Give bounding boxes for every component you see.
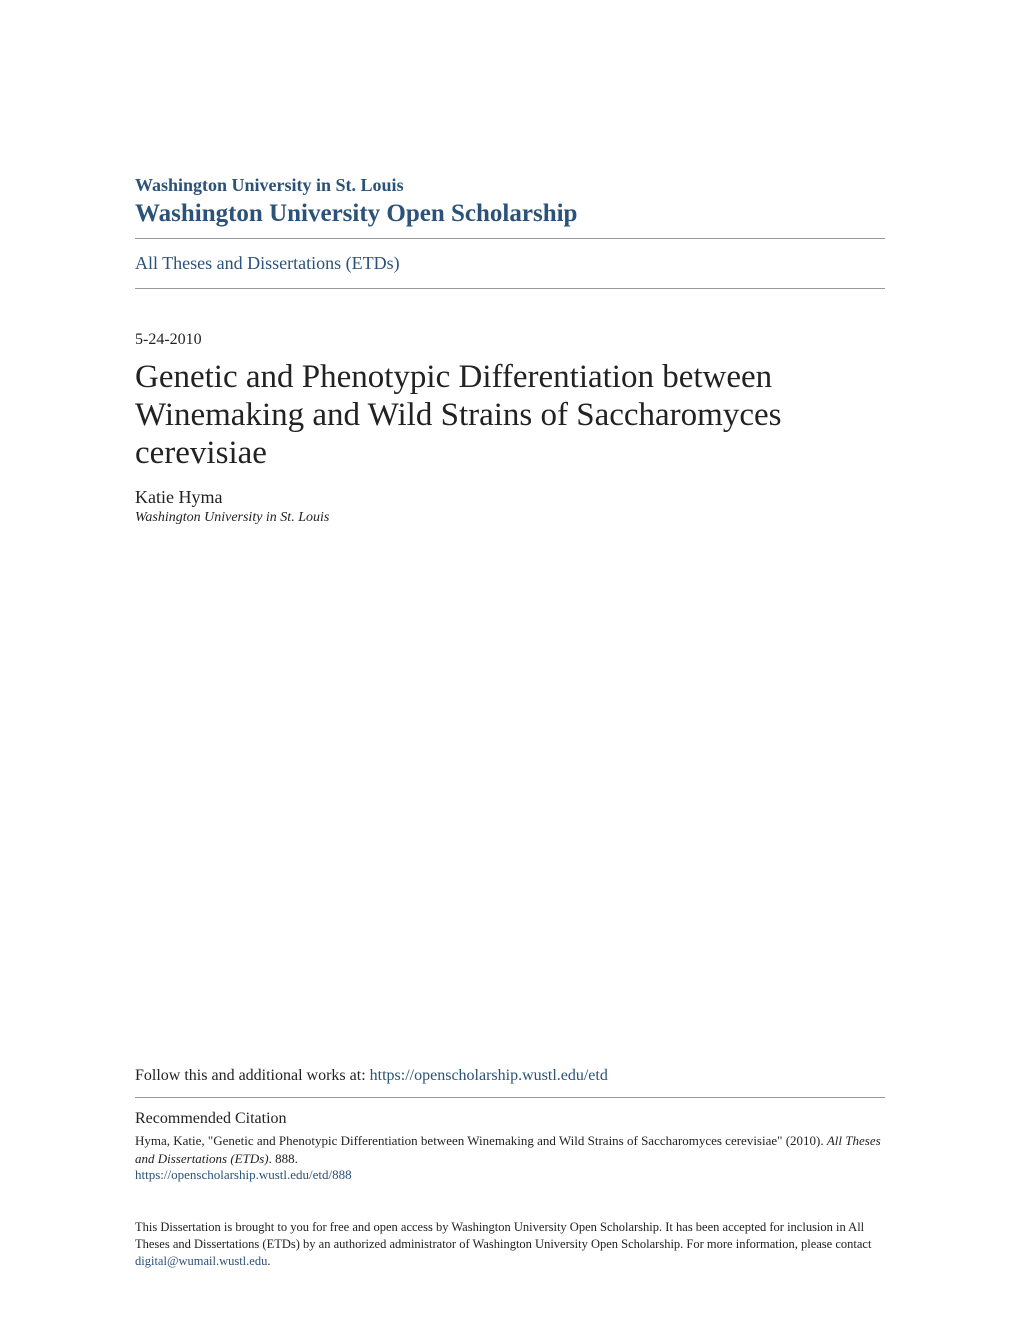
cover-page: Washington University in St. Louis Washi… xyxy=(0,0,1020,1320)
follow-line: Follow this and additional works at: htt… xyxy=(135,1067,885,1085)
footer-text-part1: This Dissertation is brought to you for … xyxy=(135,1220,871,1251)
collection-link[interactable]: All Theses and Dissertations (ETDs) xyxy=(135,239,885,288)
vertical-spacer xyxy=(135,526,885,1067)
citation-url-link[interactable]: https://openscholarship.wustl.edu/etd/88… xyxy=(135,1167,885,1183)
follow-prefix: Follow this and additional works at: xyxy=(135,1067,370,1084)
footer-contact-link[interactable]: digital@wumail.wustl.edu xyxy=(135,1254,267,1268)
author-name: Katie Hyma xyxy=(135,487,885,508)
document-title: Genetic and Phenotypic Differentiation b… xyxy=(135,359,885,473)
author-affiliation: Washington University in St. Louis xyxy=(135,510,885,526)
footer-note: This Dissertation is brought to you for … xyxy=(135,1219,885,1270)
divider-below-collection xyxy=(135,288,885,289)
citation-text: Hyma, Katie, "Genetic and Phenotypic Dif… xyxy=(135,1132,885,1167)
citation-part1: Hyma, Katie, "Genetic and Phenotypic Dif… xyxy=(135,1133,827,1148)
citation-heading: Recommended Citation xyxy=(135,1110,885,1128)
institution-name: Washington University in St. Louis xyxy=(135,175,885,196)
publication-date: 5-24-2010 xyxy=(135,331,885,349)
citation-part2: . 888. xyxy=(269,1151,298,1166)
follow-url-link[interactable]: https://openscholarship.wustl.edu/etd xyxy=(370,1067,608,1084)
repository-name: Washington University Open Scholarship xyxy=(135,200,885,228)
footer-text-part2: . xyxy=(267,1254,270,1268)
divider-above-citation xyxy=(135,1097,885,1098)
